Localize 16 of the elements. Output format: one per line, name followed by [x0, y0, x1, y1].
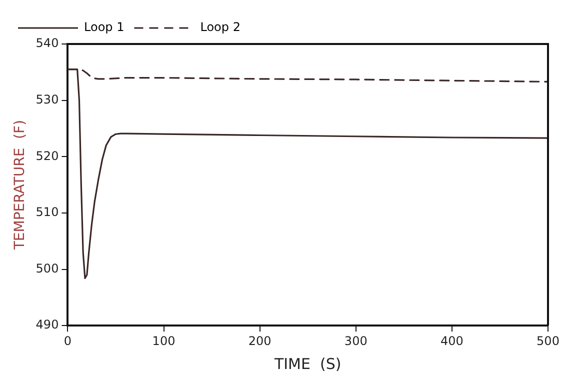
x-tick-label: 500 [536, 334, 560, 348]
x-tick-label: 400 [440, 334, 464, 348]
y-tick-label: 520 [36, 148, 59, 163]
legend-label: Loop 2 [200, 20, 240, 34]
x-tick-label: 200 [248, 334, 272, 348]
y-tick-label: 490 [36, 318, 59, 332]
y-tick-label: 510 [36, 205, 59, 220]
y-tick-label: 500 [36, 261, 59, 276]
legend-label: Loop 1 [84, 20, 124, 34]
y-axis-title: TEMPERATURE (F) [12, 120, 28, 251]
y-tick-label: 530 [36, 92, 59, 106]
y-tick-label: 540 [36, 36, 59, 50]
x-axis-title: TIME (S) [273, 354, 342, 373]
x-tick-label: 100 [152, 334, 176, 348]
x-tick-label: 0 [64, 334, 72, 348]
x-tick-label: 300 [344, 334, 368, 348]
